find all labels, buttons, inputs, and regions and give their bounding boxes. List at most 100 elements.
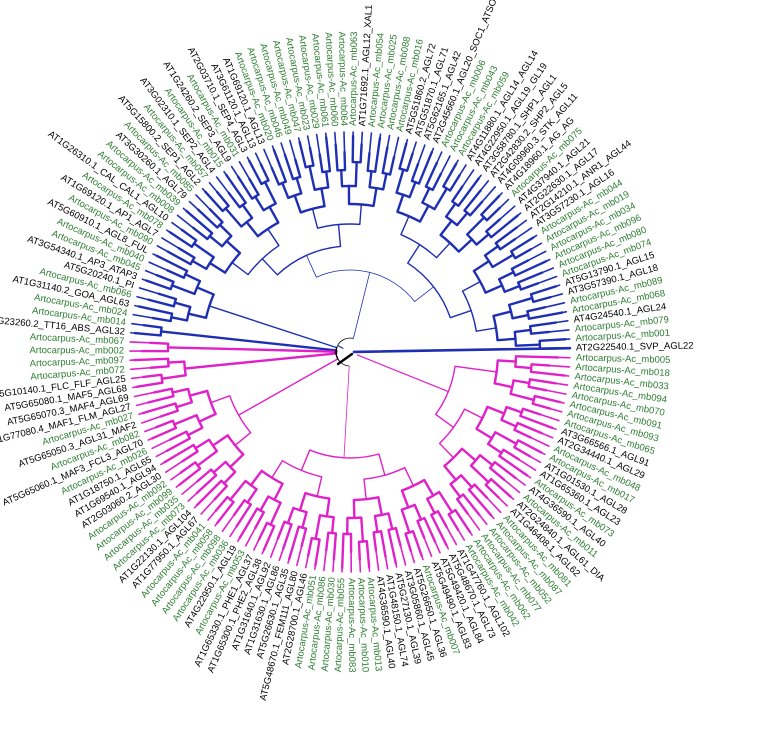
branch-tip (289, 139, 297, 161)
branch-stem (507, 296, 534, 307)
branch-stem (448, 174, 461, 192)
branch-stem (486, 442, 503, 455)
branch-stem (314, 538, 321, 567)
branch-stem (530, 363, 551, 367)
branch-stem (147, 298, 176, 308)
branch-stem (151, 316, 172, 323)
branch-stem (170, 284, 196, 296)
branch-stem (457, 238, 474, 253)
branch-tip (411, 141, 417, 155)
branch-stem (529, 370, 566, 377)
branch-stem (497, 270, 515, 281)
branch-tip (164, 460, 184, 473)
branch-stem (486, 405, 506, 415)
branch-stem (273, 482, 284, 501)
branch-stem (436, 510, 448, 529)
branch-stem (198, 412, 217, 423)
branch-stem (395, 168, 405, 194)
branch-tip (539, 413, 560, 422)
branch-stem (270, 166, 281, 186)
branch-tip (304, 554, 309, 569)
branch-stem (491, 253, 515, 269)
branch-stem (210, 395, 231, 404)
branch-tip (171, 221, 183, 231)
branch-tip (410, 550, 416, 564)
branch-stem (426, 497, 436, 515)
branch-stem (378, 453, 386, 476)
branch-stem (337, 223, 342, 248)
branch-tip (132, 313, 154, 319)
branch-tip (486, 496, 502, 514)
branch-stem (411, 530, 423, 557)
branch-tip (527, 250, 547, 262)
branch-stem (320, 187, 326, 208)
branch-stem (214, 495, 229, 513)
branch-stem (197, 208, 219, 229)
branch-stem (196, 449, 219, 467)
branch-stem (461, 280, 481, 292)
branch-stem (178, 467, 202, 486)
branch-stem (447, 513, 460, 531)
branch-stem (494, 226, 518, 245)
branch-tip (375, 549, 380, 571)
branch-tip (131, 322, 145, 327)
leaf-label: Artocarpus-Ac_mb063 (348, 31, 360, 126)
branch-stem (528, 378, 557, 385)
branch-tip (368, 132, 373, 154)
branch-stem (478, 454, 494, 467)
branch-tip (503, 478, 521, 494)
branch-stem (192, 226, 209, 241)
branch-stem (245, 220, 260, 238)
branch-stem (301, 511, 308, 529)
branch-stem (372, 531, 378, 552)
branch-stem (257, 521, 269, 541)
branch-stem (531, 402, 552, 410)
branch-tip (315, 133, 321, 156)
branch-stem (215, 190, 230, 208)
leaf-label: AT2G22540.1_SVP_AGL22 (576, 341, 694, 354)
branch-stem (325, 497, 331, 518)
branch-tip (479, 180, 490, 192)
branch-stem (166, 346, 338, 353)
branch-stem (341, 532, 345, 570)
branch-tip (343, 131, 346, 153)
branch-stem (334, 143, 339, 172)
branch-tip (334, 131, 337, 146)
branch-stem (489, 214, 519, 239)
branch-stem (494, 431, 518, 446)
branch-stem (314, 514, 322, 541)
branch-tip (545, 389, 567, 395)
branch-tip (155, 449, 168, 458)
branch-stem (204, 190, 224, 213)
branch-stem (410, 162, 420, 183)
branch-stem (374, 136, 382, 173)
branch-stem (152, 387, 173, 394)
branch-stem (283, 153, 295, 181)
branch-tip (514, 477, 526, 486)
branch-stem (463, 408, 484, 419)
branch-tip (221, 514, 235, 533)
branch-stem (195, 286, 215, 296)
branch-stem (498, 454, 529, 477)
branch-stem (150, 426, 178, 440)
branch-stem (377, 496, 383, 517)
branch-stem (159, 330, 338, 352)
branch-tip (514, 227, 533, 240)
branch-stem (368, 170, 373, 189)
branch-tip (323, 549, 328, 572)
branch-stem (195, 474, 218, 495)
branch-stem (388, 155, 396, 176)
branch-stem (318, 153, 324, 174)
branch-stem (268, 205, 280, 224)
branch-tip (207, 510, 217, 521)
branch-stem (400, 215, 410, 236)
branch-stem (459, 474, 474, 489)
branch-stem (475, 233, 490, 246)
branch-stem (229, 479, 247, 501)
branch-tip (544, 302, 566, 309)
branch-tip (136, 295, 150, 301)
branch-stem (528, 321, 558, 328)
branch-stem (286, 506, 295, 525)
branch-stem (165, 437, 192, 452)
